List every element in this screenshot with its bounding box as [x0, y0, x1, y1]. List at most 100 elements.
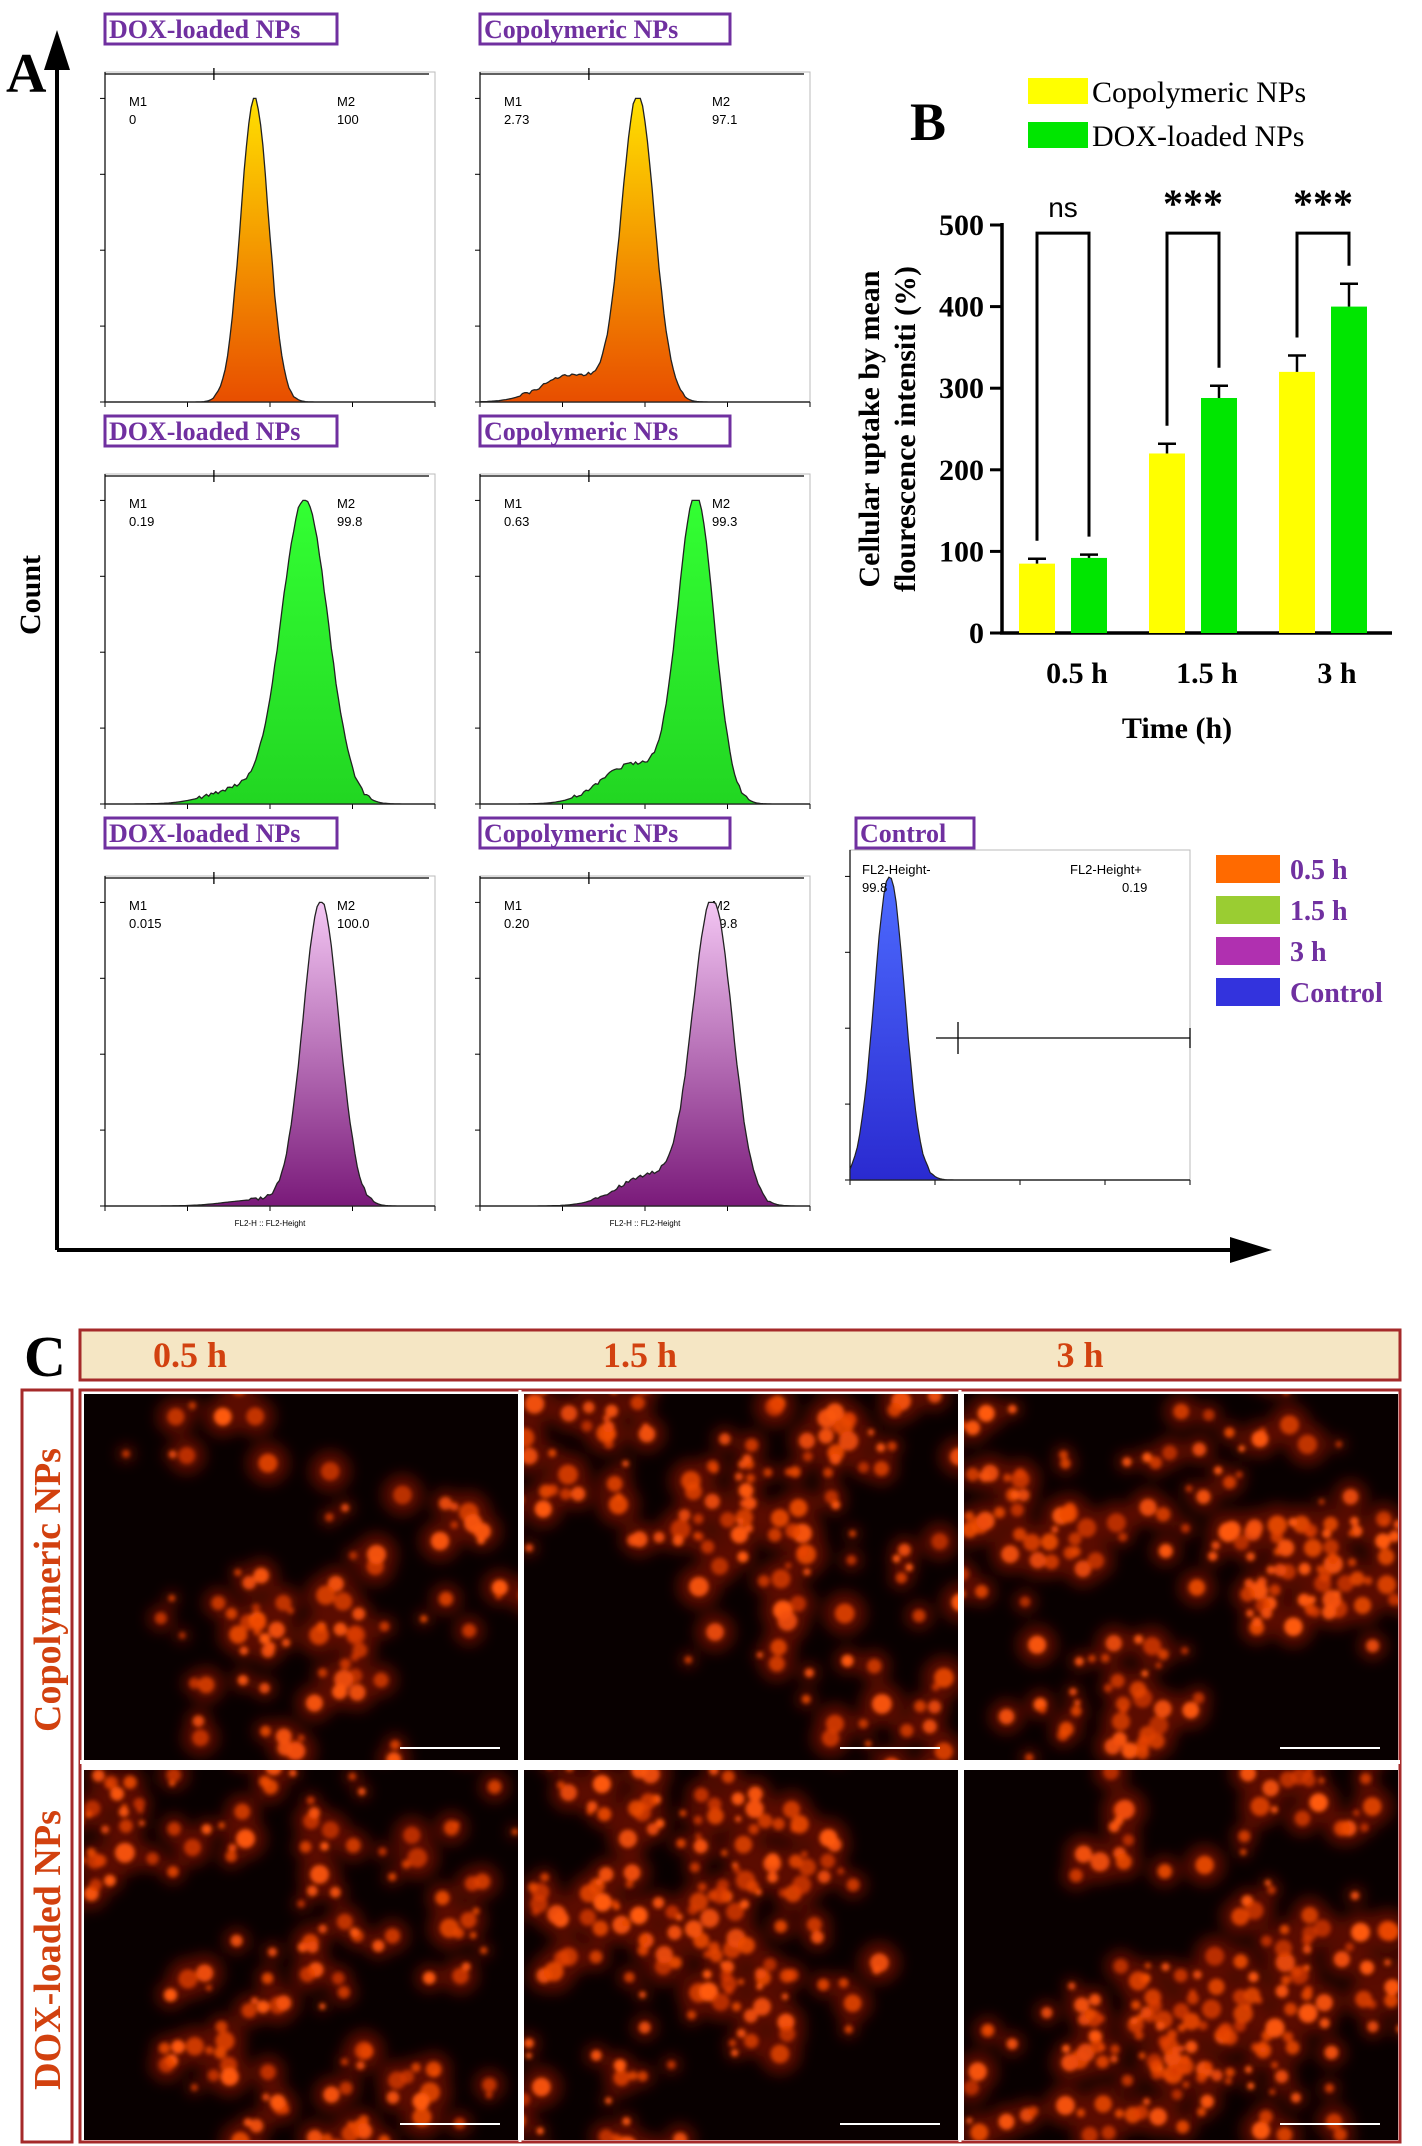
histogram-curve: [480, 901, 810, 1207]
m1-label: M1: [129, 94, 147, 109]
legend-swatch: [1216, 855, 1280, 883]
bar-y-tick-label: 100: [939, 535, 984, 568]
significance-label: ***: [1163, 181, 1223, 226]
bar-x-tick-label: 1.5 h: [1176, 657, 1238, 690]
time-column-label: 0.5 h: [153, 1335, 227, 1375]
bar-legend-label: Copolymeric NPs: [1092, 76, 1306, 109]
bar: [1071, 557, 1107, 633]
bar-legend-swatch: [1028, 78, 1088, 104]
legend-swatch: [1216, 937, 1280, 965]
panel-c-label: C: [24, 1324, 66, 1389]
panel-a-label: A: [6, 43, 47, 105]
fluorescence-axis-arrowhead: [1230, 1237, 1272, 1263]
m2-value: 99.3: [712, 514, 737, 529]
legend-swatch: [1216, 896, 1280, 924]
fluorescence-image: [524, 1394, 958, 1764]
bar-y-tick-label: 300: [939, 372, 984, 405]
histogram-title: Copolymeric NPs: [484, 15, 678, 44]
significance-bracket: [1035, 231, 1091, 541]
bar-x-label: Time (h): [1122, 712, 1232, 745]
bar-legend-swatch: [1028, 122, 1088, 148]
histogram-title: Copolymeric NPs: [484, 819, 678, 848]
bar-y-label-line2: flourescence intensiti (%): [889, 266, 922, 592]
bar-y-tick-label: 500: [939, 209, 984, 242]
control-title-box: [854, 816, 976, 850]
histogram-title: DOX-loaded NPs: [109, 417, 300, 446]
legend-label: 3 h: [1290, 937, 1327, 968]
m2-value: 100: [337, 112, 359, 127]
histogram-title-box: [103, 414, 339, 448]
bar-x-tick-label: 0.5 h: [1046, 657, 1108, 690]
bar-y-tick-label: 0: [969, 617, 984, 650]
control-neg-label: FL2-Height-: [862, 862, 931, 877]
control-pos-value: 0.19: [1122, 880, 1147, 895]
time-column-label: 1.5 h: [603, 1335, 677, 1375]
row-label-dox-loaded: DOX-loaded NPs: [27, 1810, 69, 2090]
m1-label: M1: [129, 496, 147, 511]
significance-label: ***: [1293, 181, 1353, 226]
time-legend: 0.5 h 1.5 h 3 h Control: [1216, 855, 1383, 1009]
m1-value: 2.73: [504, 112, 529, 127]
m2-value: 100.0: [337, 916, 370, 931]
significance-bracket: [1295, 231, 1351, 338]
bar: [1331, 306, 1367, 633]
histogram-title-box: [103, 12, 339, 46]
m2-value: 99.8: [337, 514, 362, 529]
histogram-title-box: [478, 816, 732, 850]
bar: [1149, 453, 1185, 633]
m1-label: M1: [129, 898, 147, 913]
bar-y-tick-label: 200: [939, 454, 984, 487]
fluorescence-image: [964, 1770, 1398, 2140]
row-label-box: [20, 1388, 74, 2144]
significance-bracket: [1165, 231, 1221, 426]
bar-y-label-line1: Cellular uptake by mean: [853, 270, 886, 587]
control-title: Control: [860, 819, 946, 848]
histogram-title: Copolymeric NPs: [484, 417, 678, 446]
m1-value: 0.19: [129, 514, 154, 529]
fluorescence-image: [524, 1770, 958, 2140]
histogram-x-label: FL2-H :: FL2-Height: [610, 1219, 681, 1228]
m2-label: M2: [712, 94, 730, 109]
panel-b-label: B: [910, 92, 946, 152]
bar-y-tick-label: 400: [939, 291, 984, 324]
fluorescence-image: [964, 1394, 1398, 1764]
m1-value: 0.015: [129, 916, 162, 931]
time-header-bar: [78, 1328, 1402, 1382]
histogram-curve: [105, 97, 435, 403]
histogram-title: DOX-loaded NPs: [109, 819, 300, 848]
histogram-title-box: [478, 12, 732, 46]
m2-label: M2: [337, 94, 355, 109]
m1-value: 0.63: [504, 514, 529, 529]
time-column-label: 3 h: [1056, 1335, 1103, 1375]
m1-value: 0: [129, 112, 136, 127]
histogram-frame: [479, 473, 811, 805]
control-pos-label: FL2-Height+: [1070, 862, 1142, 877]
bar: [1019, 563, 1055, 633]
m2-label: M2: [712, 496, 730, 511]
fluorescence-image: [84, 1394, 518, 1764]
count-axis-label: Count: [14, 555, 47, 635]
row-label-copolymeric: Copolymeric NPs: [27, 1448, 69, 1732]
panel-a-flow-cytometry: A Count DOX-loaded NPsM10M2100FL2-H :: F…: [6, 12, 1383, 1263]
histogram-curve: [480, 499, 810, 805]
legend-label: 0.5 h: [1290, 855, 1348, 886]
histogram-curve: [105, 499, 435, 805]
bar-x-tick-label: 3 h: [1317, 657, 1357, 690]
legend-label: 1.5 h: [1290, 896, 1348, 927]
m2-label: M2: [337, 898, 355, 913]
histogram-title-box: [103, 816, 339, 850]
histogram-curve: [105, 901, 435, 1207]
histogram-title: DOX-loaded NPs: [109, 15, 300, 44]
control-neg-value: 99.8: [862, 880, 887, 895]
bar: [1279, 371, 1315, 633]
fluorescence-image: [84, 1770, 518, 2140]
significance-label: ns: [1048, 192, 1078, 223]
m1-label: M1: [504, 898, 522, 913]
m1-label: M1: [504, 496, 522, 511]
histogram-frame: [479, 875, 811, 1207]
m2-label: M2: [337, 496, 355, 511]
